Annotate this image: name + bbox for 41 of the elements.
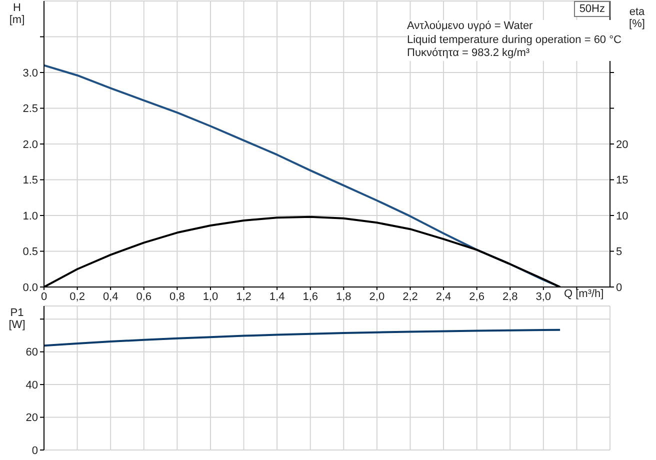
y-tick-label: 1.0 <box>22 210 38 222</box>
y-tick-label: 0.0 <box>22 282 38 294</box>
x-tick-label: 2,0 <box>369 290 385 303</box>
x-tick-label: 1,8 <box>336 290 352 303</box>
y-tick-label: 3.0 <box>22 67 38 80</box>
x-tick-label: 1,4 <box>269 290 285 303</box>
x-tick-label: 2,4 <box>436 290 452 303</box>
y-tick-label: 40 <box>26 379 38 392</box>
y-tick-label: 20 <box>26 412 38 424</box>
x-tick-label: 0,6 <box>136 290 152 303</box>
y2-tick-label: 10 <box>616 210 628 222</box>
x-tick-label: 3,0 <box>536 290 552 303</box>
annotation: Πυκνότητα = 983.2 kg/m³ <box>407 47 531 60</box>
x-tick-label: 2,8 <box>502 290 518 303</box>
y-axis-title: P1 [W] <box>8 307 26 331</box>
x-tick-label: 0,8 <box>170 290 185 303</box>
y-tick-label: 2.5 <box>22 103 38 116</box>
y-tick-label: 1.5 <box>22 174 38 187</box>
line-series <box>44 328 562 347</box>
x-tick-label: 1,0 <box>202 290 218 303</box>
x-tick-label: 1,2 <box>236 290 252 303</box>
y2-axis-title: eta [%] <box>628 6 646 30</box>
annotation: Liquid temperature during operation = 60 °C <box>407 34 622 47</box>
annotation: 50Hz <box>574 1 610 17</box>
y2-tick-label: 5 <box>616 246 622 258</box>
x-tick-label: 0,4 <box>102 290 118 303</box>
y2-tick-label: 15 <box>616 174 628 187</box>
x-tick-label: 2,6 <box>469 290 484 303</box>
x-tick-label: 0,2 <box>70 290 85 303</box>
y-tick-label: 0 <box>32 444 38 457</box>
y2-tick-label: 20 <box>616 138 628 151</box>
y-axis-title: H [m] <box>8 2 26 26</box>
x-tick-label: 0 <box>40 290 48 303</box>
x-axis-title: Q [m³/h] <box>564 288 604 300</box>
y-tick-label: 2.0 <box>22 138 38 151</box>
x-tick-label: 2,2 <box>402 290 418 303</box>
y2-tick-label: 0 <box>616 282 622 294</box>
y-tick-label: 0.5 <box>22 246 38 258</box>
x-tick-label: 1,6 <box>302 290 318 303</box>
y-tick-label: 60 <box>26 346 38 359</box>
annotation: Αντλούμενο υγρό = Water <box>407 20 534 34</box>
